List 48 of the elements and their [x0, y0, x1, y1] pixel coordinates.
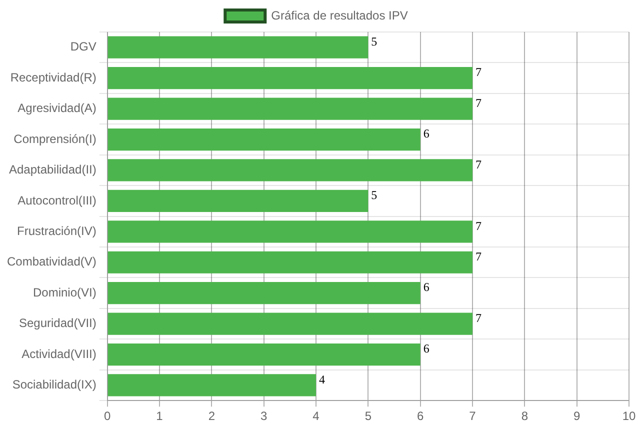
bar	[108, 67, 473, 90]
data-label: 5	[371, 34, 378, 48]
bar	[108, 251, 473, 274]
bar	[108, 220, 473, 243]
x-tick-label: 2	[208, 409, 216, 424]
x-tick-label: 1	[156, 409, 164, 424]
data-label: 6	[423, 342, 430, 356]
data-label: 5	[371, 188, 378, 202]
bar	[108, 312, 473, 335]
data-label: 7	[476, 249, 482, 264]
x-tick-label: 9	[573, 409, 580, 424]
x-tick-label: 4	[312, 409, 320, 424]
x-tick-label: 0	[104, 409, 112, 424]
x-tick-label: 10	[622, 409, 636, 424]
x-tick-label: 8	[521, 409, 528, 424]
x-tick-label: 5	[364, 409, 372, 424]
y-tick-label: Seguridad(VII)	[18, 316, 96, 330]
x-tick-label: 7	[469, 409, 476, 424]
y-tick-label: Agresividad(A)	[18, 101, 96, 116]
bar	[108, 190, 368, 212]
bar	[108, 98, 473, 120]
y-tick-label: Autocontrol(III)	[18, 193, 96, 208]
y-tick-label: DGV	[70, 40, 96, 54]
data-label: 7	[476, 218, 482, 233]
data-label: 7	[476, 65, 482, 80]
y-tick-label: Combatividad(V)	[6, 254, 96, 269]
data-label: 7	[476, 96, 482, 110]
data-label: 4	[319, 372, 326, 386]
y-tick-label: Actividad(VIII)	[22, 346, 96, 361]
data-label: 6	[423, 280, 430, 294]
bar	[108, 343, 420, 366]
y-tick-label: Dominio(VI)	[33, 285, 96, 300]
y-tick-label: Sociabilidad(IX)	[12, 378, 96, 392]
bar	[108, 282, 420, 304]
bar	[108, 128, 420, 151]
bar	[108, 159, 473, 182]
bar	[108, 36, 368, 58]
y-tick-label: Frustración(IV)	[17, 224, 96, 238]
legend-label: Gráfica de resultados IPV	[271, 8, 408, 22]
bar	[108, 374, 316, 396]
data-label: 6	[423, 126, 430, 141]
y-tick-label: Receptividad(R)	[10, 70, 96, 84]
data-label: 7	[476, 157, 482, 172]
y-tick-label: Adaptabilidad(II)	[8, 162, 96, 177]
y-tick-label: Comprensión(I)	[14, 132, 96, 146]
x-tick-label: 3	[260, 409, 268, 424]
data-label: 7	[476, 310, 482, 325]
x-tick-label: 6	[417, 409, 424, 424]
